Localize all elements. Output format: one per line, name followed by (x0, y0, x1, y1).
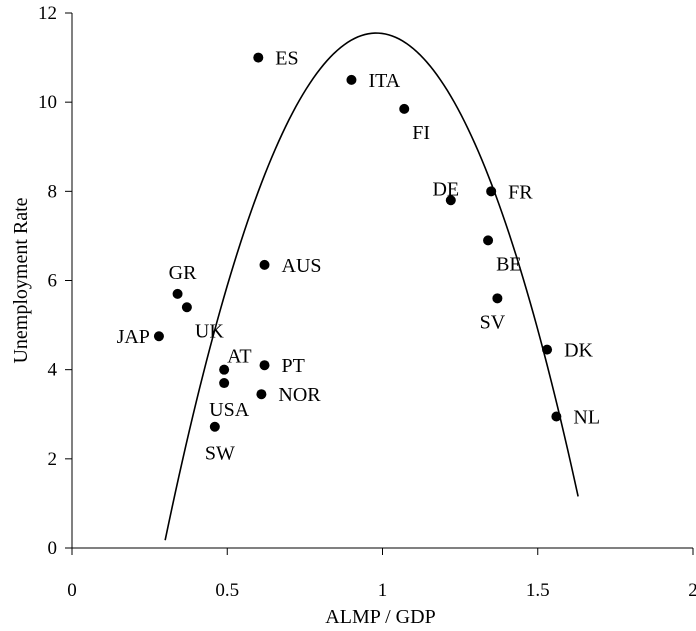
y-tick-label: 12 (38, 3, 57, 24)
x-tick-label: 0 (67, 580, 77, 601)
point-label-nl: NL (573, 406, 600, 428)
data-point-sw (209, 421, 220, 432)
y-axis-title: Unemployment Rate (10, 197, 32, 363)
data-point-de (445, 195, 456, 206)
point-label-uk: UK (195, 320, 224, 342)
x-axis-ticks: 0 0.5 1 1.5 2 (67, 548, 696, 601)
y-axis-ticks: 0 2 4 6 8 10 12 (38, 3, 72, 559)
point-label-jap: JAP (117, 326, 150, 348)
data-point-nor (256, 389, 267, 400)
point-label-nor: NOR (278, 384, 321, 406)
point-label-es: ES (275, 48, 298, 70)
point-label-fr: FR (508, 181, 533, 203)
data-point-fr (486, 186, 497, 197)
x-tick-label: 1.5 (526, 580, 550, 601)
fitted-curve (164, 32, 579, 541)
data-point-sv (492, 293, 503, 304)
point-label-fi: FI (412, 122, 430, 144)
data-point-aus (259, 259, 270, 270)
y-tick-label: 4 (48, 360, 58, 381)
data-point-pt (259, 360, 270, 371)
point-label-ita: ITA (368, 70, 400, 92)
data-point-usa (219, 378, 230, 389)
data-point-fi (399, 103, 410, 114)
point-label-gr: GR (169, 262, 197, 284)
y-tick-label: 0 (48, 538, 58, 559)
point-label-pt: PT (282, 355, 305, 377)
y-tick-label: 6 (48, 271, 58, 292)
y-tick-label: 8 (48, 181, 58, 202)
y-tick-label: 2 (48, 449, 58, 470)
data-point-ita (346, 74, 357, 85)
data-points: ES ITA FI DE FR BE SV DK NL AUS GR UK JAP AT PT USA NOR S… (117, 48, 600, 465)
data-point-es (253, 52, 264, 63)
data-point-at (219, 364, 230, 375)
x-tick-label: 0.5 (215, 580, 239, 601)
chart-axes (71, 13, 693, 549)
point-label-at: AT (227, 346, 251, 368)
x-axis-title: ALMP / GDP (325, 606, 435, 628)
data-point-jap (153, 331, 164, 342)
point-label-be: BE (496, 253, 522, 275)
x-tick-label: 1 (378, 580, 388, 601)
data-point-gr (172, 288, 183, 299)
point-label-aus: AUS (282, 255, 322, 277)
point-label-sv: SV (480, 311, 506, 333)
point-label-de: DE (432, 178, 459, 200)
data-point-be (483, 235, 494, 246)
x-tick-label: 2 (688, 580, 696, 601)
point-label-dk: DK (564, 340, 593, 362)
point-label-sw: SW (205, 443, 235, 465)
y-tick-label: 10 (38, 92, 57, 113)
data-point-dk (542, 344, 553, 355)
data-point-uk (181, 302, 192, 313)
data-point-nl (551, 411, 562, 422)
point-label-usa: USA (209, 399, 250, 421)
